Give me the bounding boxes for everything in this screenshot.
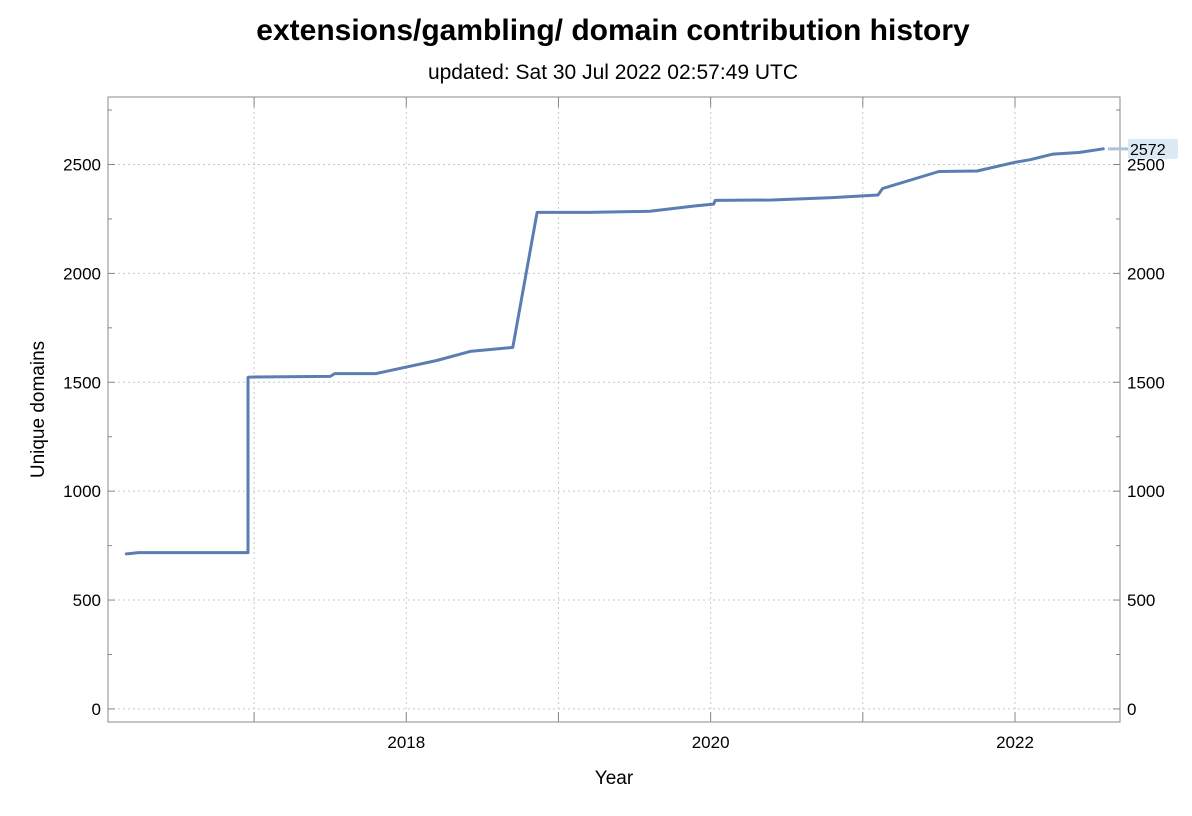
series-line [124,147,1105,556]
y-tick-label-right: 1000 [1127,482,1165,501]
chart-title: extensions/gambling/ domain contribution… [256,14,970,47]
y-tick-label-right: 2000 [1127,264,1165,283]
x-tick-label: 2022 [996,733,1034,752]
x-tick-label: 2018 [387,733,425,752]
y-tick-label-left: 1500 [63,373,101,392]
y-tick-label-left: 0 [92,700,101,719]
axis-ticks [108,97,1120,722]
x-tick-label: 2020 [692,733,730,752]
y-tick-label-right: 0 [1127,700,1136,719]
series-layer: 2572 [124,138,1178,556]
chart-subtitle: updated: Sat 30 Jul 2022 02:57:49 UTC [427,61,799,84]
y-tick-label-left: 500 [73,591,101,610]
end-value-label: 2572 [1130,142,1166,159]
y-tick-label-right: 1500 [1127,373,1165,392]
x-axis-label: Year [595,768,634,789]
y-tick-label-left: 2000 [63,264,101,283]
y-axis-label: Unique domains [28,341,49,478]
grid-lines [108,97,1120,722]
label-layer: 0 0 500 500 1000 1000 1500 1500 2000 2000 2500 2500… [63,156,1165,752]
y-tick-label-right: 2500 [1127,156,1165,175]
y-tick-label-right: 500 [1127,591,1155,610]
y-tick-label-left: 1000 [63,482,101,501]
y-tick-label-left: 2500 [63,156,101,175]
plot-frame [107,96,1121,723]
end-label-box [1128,138,1178,159]
